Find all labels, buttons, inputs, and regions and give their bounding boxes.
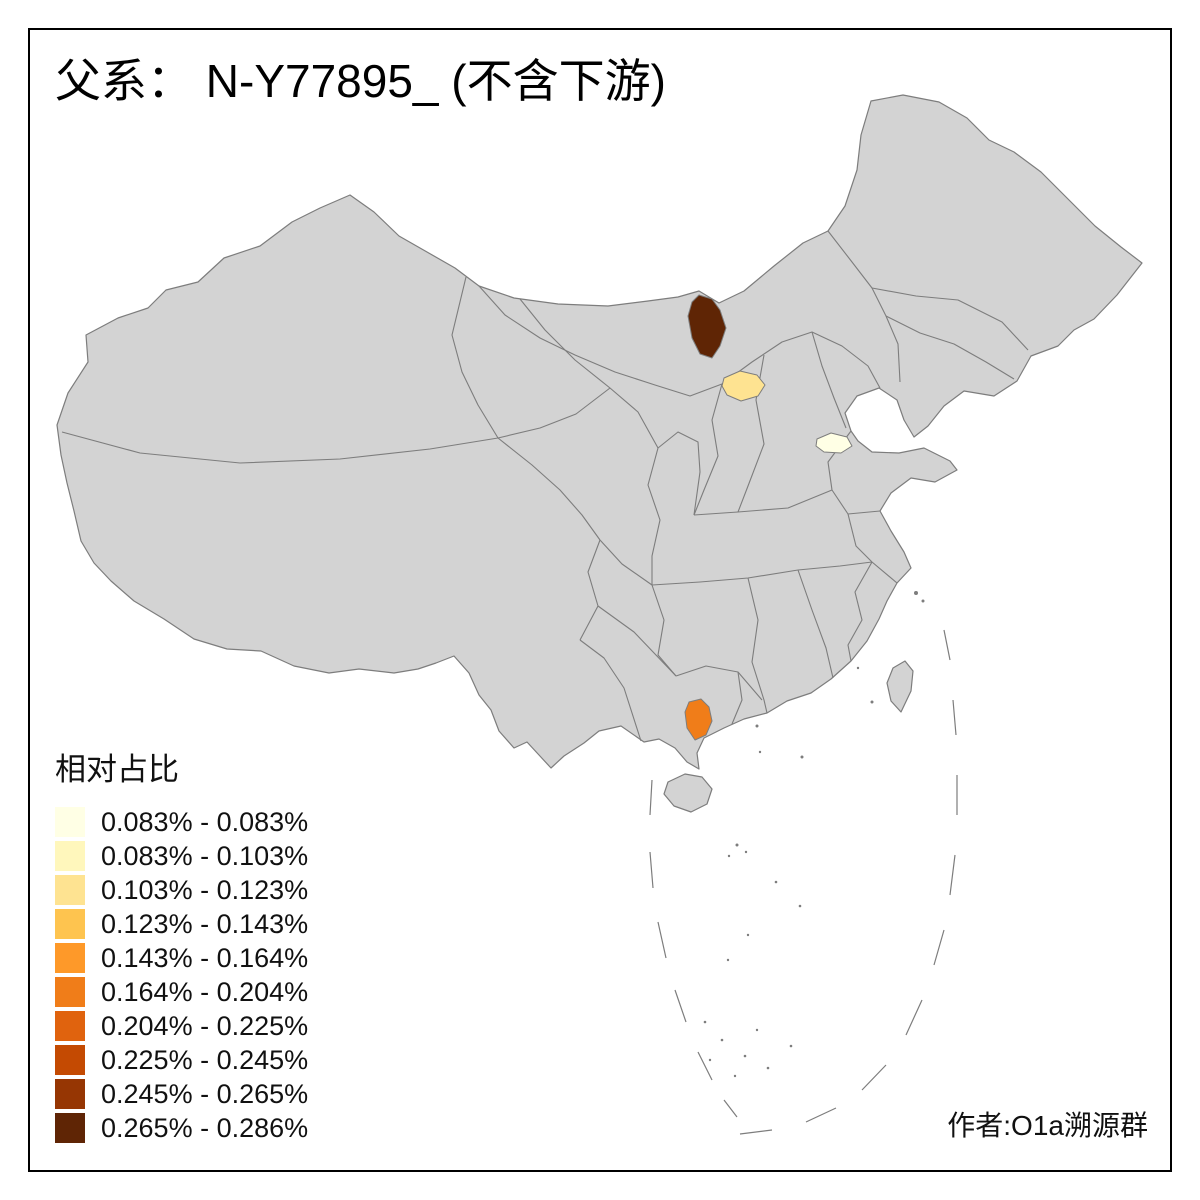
island-dot [856,666,860,670]
island-dot [735,843,739,847]
island-dot [755,1028,759,1032]
south-china-sea [649,591,958,1135]
province-border [61,431,499,464]
province-border [597,605,677,677]
province-border [747,577,768,714]
legend-row: 0.143% - 0.164% [55,941,308,975]
province-border [797,569,834,679]
province-border [871,287,1029,351]
legend-swatch [55,909,85,939]
island-dot [708,1058,712,1062]
legend-label: 0.123% - 0.143% [101,908,309,939]
province-border [811,331,847,429]
taiwan-island [886,660,914,713]
nine-dash-line [649,629,958,1135]
mainland-group [56,94,1143,813]
choropleth-region-north-dark [687,294,727,359]
choropleth-region-east-pale [815,432,853,454]
province-border [579,639,642,742]
province-border [599,539,653,586]
province-border [497,437,601,541]
province-border [651,561,873,586]
legend-row: 0.123% - 0.143% [55,907,308,941]
legend-swatch [55,1011,85,1041]
legend-row: 0.103% - 0.123% [55,873,308,907]
legend-label: 0.143% - 0.164% [101,942,309,973]
province-border [497,387,611,439]
province-border [657,431,701,516]
legend-label: 0.204% - 0.225% [101,1010,309,1041]
legend-swatch [55,807,85,837]
province-border [885,315,1015,380]
legend: 相对占比 0.083% - 0.083% 0.083% - 0.103% 0.103… [55,744,308,1145]
legend-row: 0.225% - 0.245% [55,1043,308,1077]
legend-label: 0.083% - 0.083% [101,806,309,837]
province-border [651,584,677,677]
legend-swatch [55,1045,85,1075]
legend-label: 0.245% - 0.265% [101,1078,309,1109]
legend-label: 0.103% - 0.123% [101,874,309,905]
legend-row: 0.204% - 0.225% [55,1009,308,1043]
legend-swatch [55,1113,85,1143]
legend-swatch [55,977,85,1007]
legend-label: 0.083% - 0.103% [101,840,309,871]
legend-row: 0.164% - 0.204% [55,975,308,1009]
island-dot [746,933,750,937]
province-borders [61,230,1029,742]
province-border [693,383,723,516]
island-dot [914,591,918,595]
province-border [675,665,763,701]
island-dot [744,850,748,854]
province-border [847,513,898,584]
legend-swatch [55,1079,85,1109]
province-border [519,298,659,449]
island-dot [727,854,731,858]
island-dot [789,1044,793,1048]
province-border [731,671,743,725]
mainland-outline [56,94,1143,770]
legend-label: 0.225% - 0.245% [101,1044,309,1075]
legend-rows: 0.083% - 0.083% 0.083% - 0.103% 0.103% - 0… [55,805,308,1145]
island-dot [921,599,925,603]
island-dot [758,750,762,754]
island-dot [703,1020,707,1024]
island-dot [774,880,778,884]
author-credit: 作者:O1a溯源群 [947,1110,1148,1141]
island-dots [703,591,925,1078]
province-border [647,447,661,585]
province-border [827,230,901,383]
choropleth-region-north-light [721,370,766,402]
island-dot [743,1054,747,1058]
island-dot [720,1038,724,1042]
province-border [693,489,833,516]
island-dot [766,1066,770,1070]
island-dot [870,700,874,704]
legend-swatch [55,841,85,871]
legend-row: 0.083% - 0.083% [55,805,308,839]
province-border [847,561,873,662]
plot-border [28,28,1172,1172]
island-dot [800,755,804,759]
legend-swatch [55,943,85,973]
legend-swatch [55,875,85,905]
page-title: 父系： N-Y77895_ (不含下游) [55,55,666,107]
island-dot [733,1074,737,1078]
island-dot [755,724,759,728]
province-border [451,276,499,439]
province-border [478,285,881,397]
legend-label: 0.265% - 0.286% [101,1112,309,1143]
province-border [579,539,601,641]
hainan-island [663,773,713,813]
choropleth-region-south-orange [684,698,713,741]
legend-row: 0.083% - 0.103% [55,839,308,873]
legend-title: 相对占比 [55,752,179,787]
legend-row: 0.265% - 0.286% [55,1111,308,1145]
island-dot [726,958,730,962]
island-dot [798,904,802,908]
legend-label: 0.164% - 0.204% [101,976,309,1007]
highlighted-regions [684,294,853,741]
legend-row: 0.245% - 0.265% [55,1077,308,1111]
